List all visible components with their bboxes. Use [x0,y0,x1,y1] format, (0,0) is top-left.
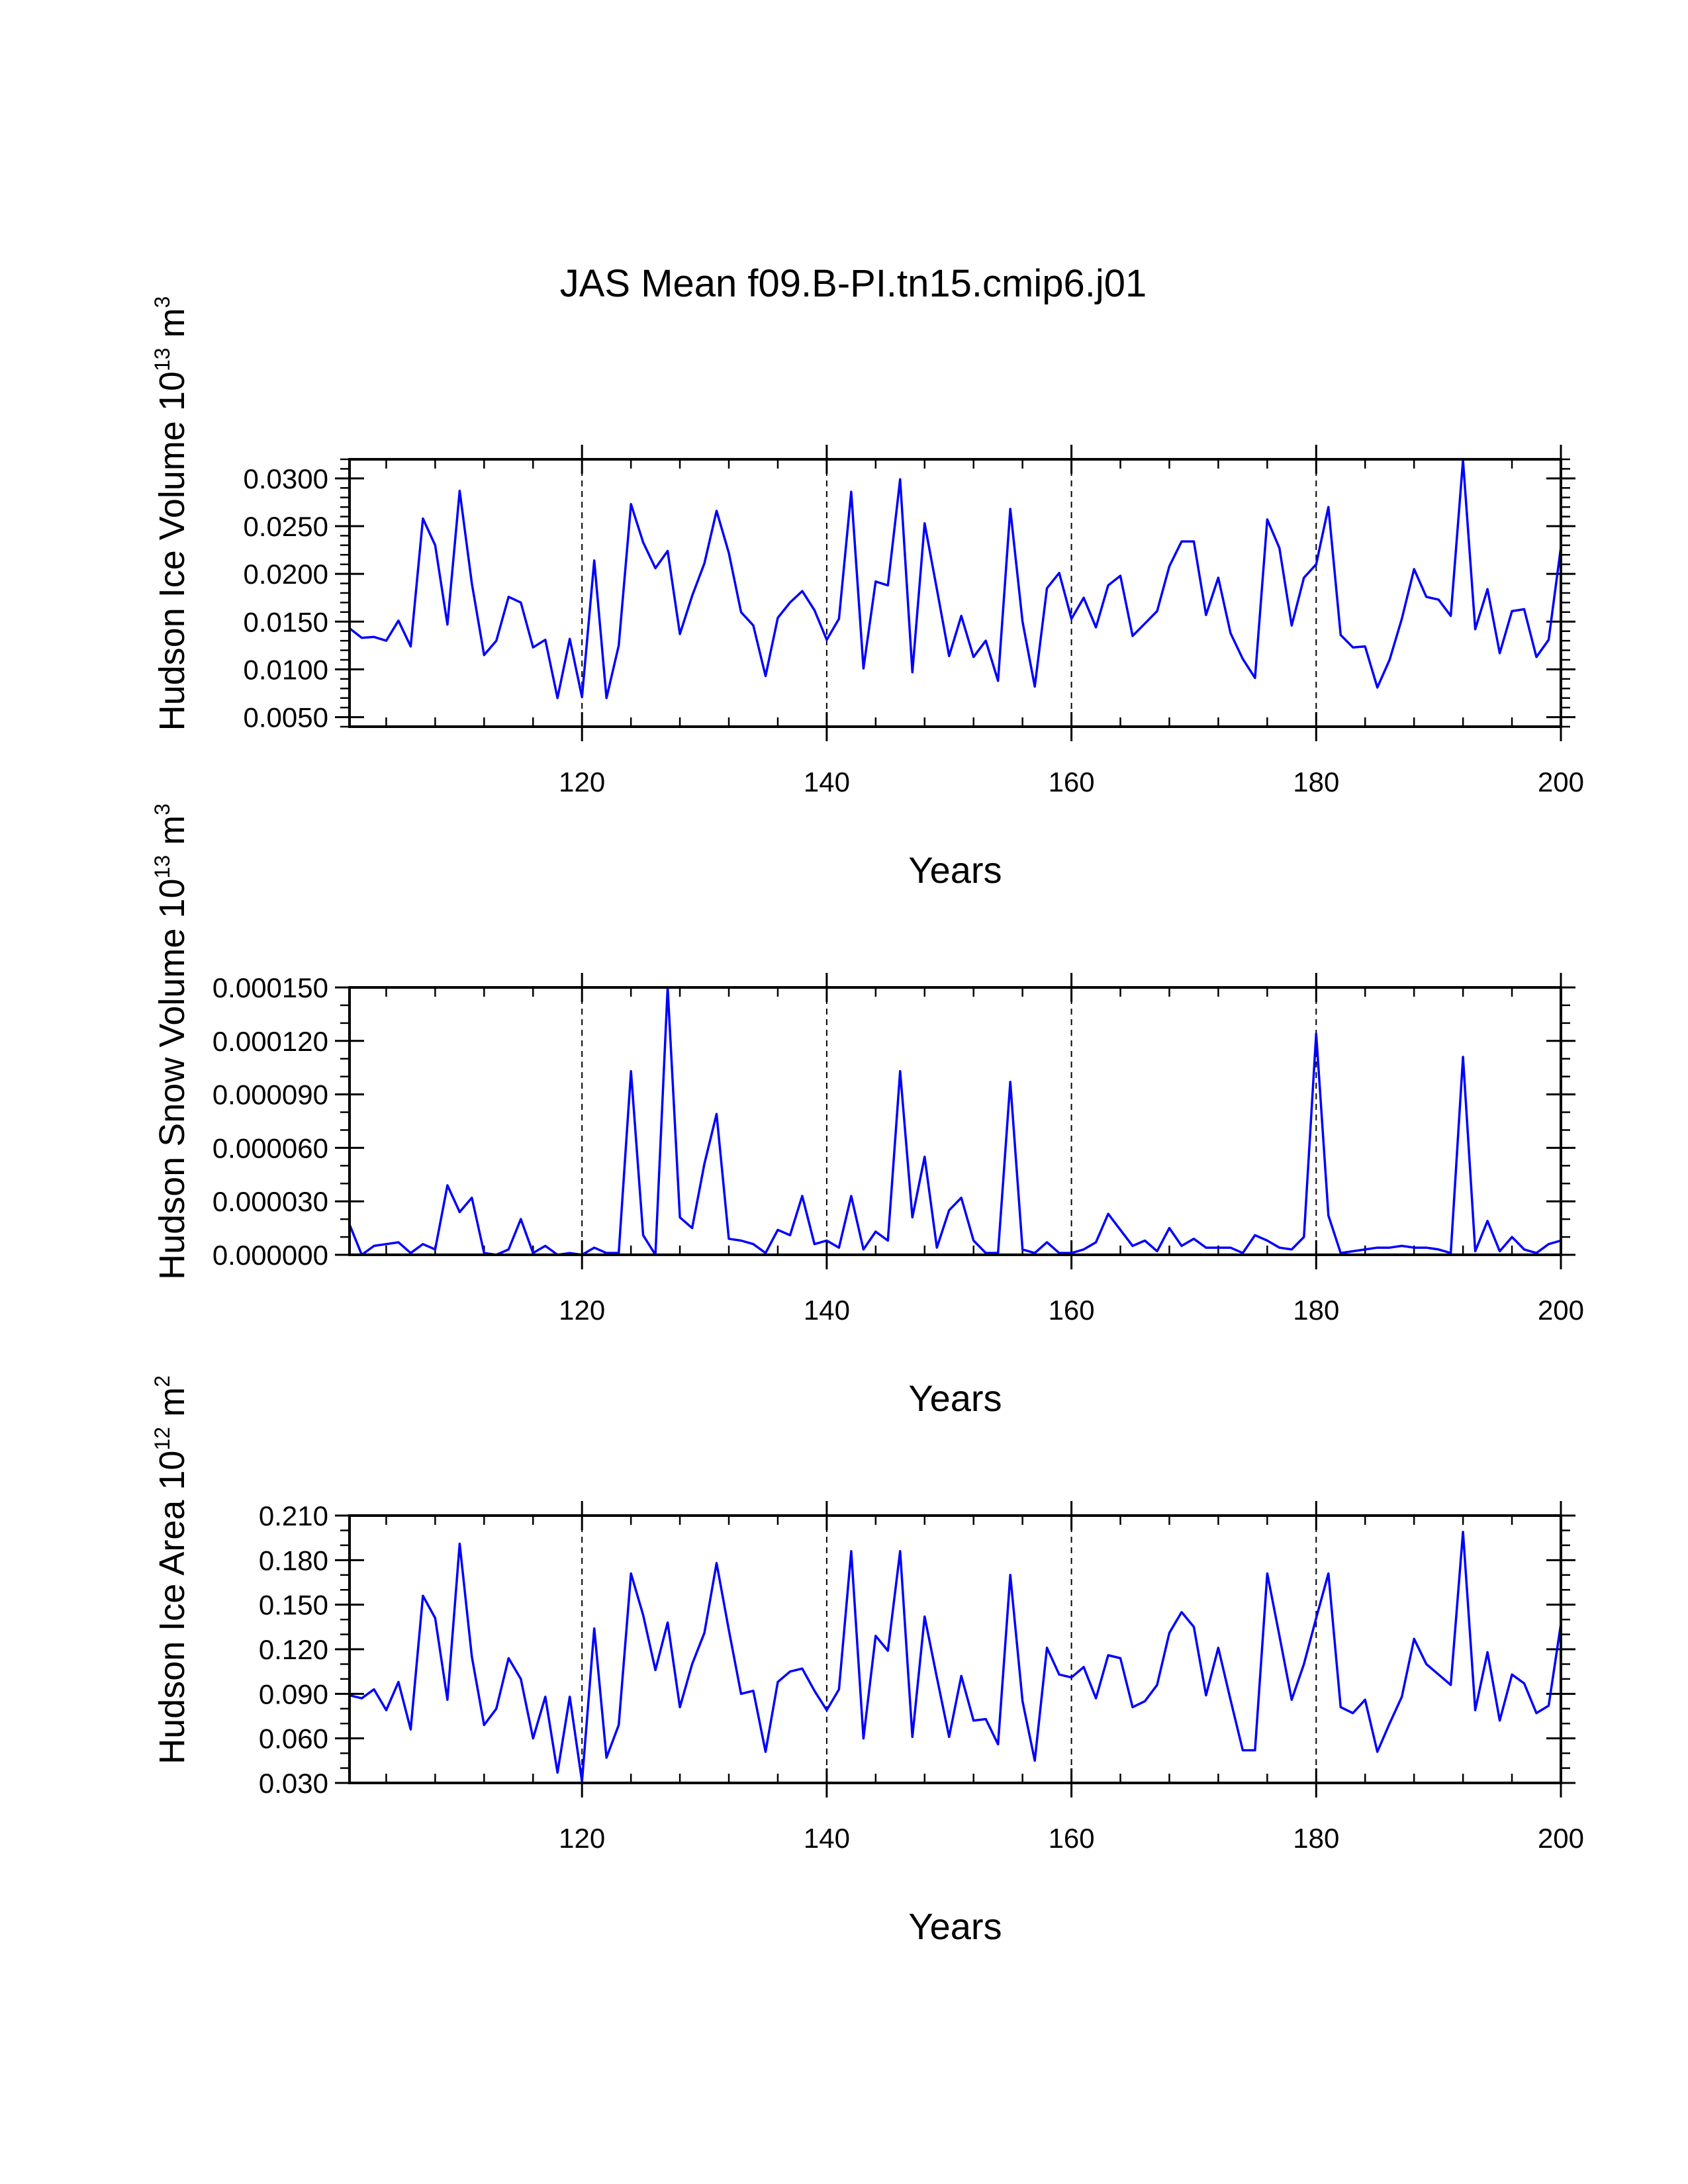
y-label-unit: m [152,1387,192,1427]
y-tick-label: 0.000150 [212,972,328,1003]
x-axis-label: Years [908,1905,1002,1947]
x-tick-label: 140 [804,1823,850,1854]
x-tick-label: 180 [1293,766,1339,797]
y-label-exponent: 13 [150,855,174,879]
y-tick-label: 0.000030 [212,1186,328,1217]
y-label-unit-exponent: 3 [150,296,174,308]
y-axis-label: Hudson Ice Volume 1013 m3 [150,296,192,731]
x-tick-label: 200 [1538,766,1584,797]
y-label-exponent: 13 [150,347,174,371]
chart-title: JAS Mean f09.B-PI.tn15.cmip6.j01 [560,262,1147,305]
panel-1: 120 140 160 180 200 0.0050 0.0100 0.0150 0.0200 0… [150,296,1584,891]
plot-frame [348,986,1562,1256]
y-tick-label: 0.0200 [244,559,328,590]
x-tick-label: 160 [1049,1295,1095,1326]
x-tick-label: 120 [559,1295,605,1326]
y-tick-label: 0.180 [259,1545,328,1576]
y-tick-label: 0.060 [259,1723,328,1754]
y-tick-label: 0.210 [259,1500,328,1531]
series-line-hudson-ice-area [349,1530,1562,1783]
x-tick-label: 180 [1293,1295,1339,1326]
y-tick-label: 0.0150 [244,606,328,637]
y-tick-label: 0.0300 [244,463,328,494]
x-tick-label: 180 [1293,1823,1339,1854]
y-label-unit-exponent: 2 [150,1375,174,1387]
x-tick-label: 140 [804,1295,850,1326]
y-tick-label: 0.000000 [212,1240,328,1271]
x-axis-label: Years [908,849,1002,891]
plot-frame [348,1514,1562,1784]
y-label-unit-exponent: 3 [150,803,174,815]
y-axis-label: Hudson Snow Volume 1013 m3 [150,803,192,1280]
x-tick-label: 200 [1538,1295,1584,1326]
y-tick-label: 0.000060 [212,1132,328,1163]
y-label-main: Hudson Snow Volume 10 [152,878,192,1279]
y-label-main: Hudson Ice Area 10 [152,1451,192,1764]
x-tick-label: 120 [559,766,605,797]
y-tick-label: 0.000120 [212,1026,328,1057]
x-tick-label: 160 [1049,766,1095,797]
y-tick-label: 0.0050 [244,702,328,733]
x-tick-label: 120 [559,1823,605,1854]
panel-2: 120 140 160 180 200 0.000000 0.000030 0.000060 0… [150,803,1584,1419]
y-axis-label: Hudson Ice Area 1012 m2 [150,1375,192,1764]
y-label-unit: m [152,308,192,347]
panel-3: 120 140 160 180 200 0.030 0.060 0.090 0.120 0.150… [150,1375,1584,1947]
y-tick-label: 0.0250 [244,511,328,542]
y-label-exponent: 12 [150,1427,174,1451]
x-axis-label: Years [908,1377,1002,1419]
plot-frame [348,458,1562,728]
y-label-main: Hudson Ice Volume 10 [152,371,192,731]
series-line-hudson-snow-volume [348,986,1562,1256]
x-tick-label: 160 [1049,1823,1095,1854]
x-tick-label: 200 [1538,1823,1584,1854]
y-tick-label: 0.120 [259,1634,328,1665]
x-tick-label: 140 [804,766,850,797]
y-tick-label: 0.000090 [212,1079,328,1111]
y-tick-label: 0.0100 [244,654,328,685]
y-tick-label: 0.090 [259,1678,328,1709]
series-line-hudson-ice-volume [348,459,1562,700]
y-tick-label: 0.150 [259,1590,328,1621]
y-label-unit: m [152,815,192,855]
y-tick-label: 0.030 [259,1768,328,1799]
